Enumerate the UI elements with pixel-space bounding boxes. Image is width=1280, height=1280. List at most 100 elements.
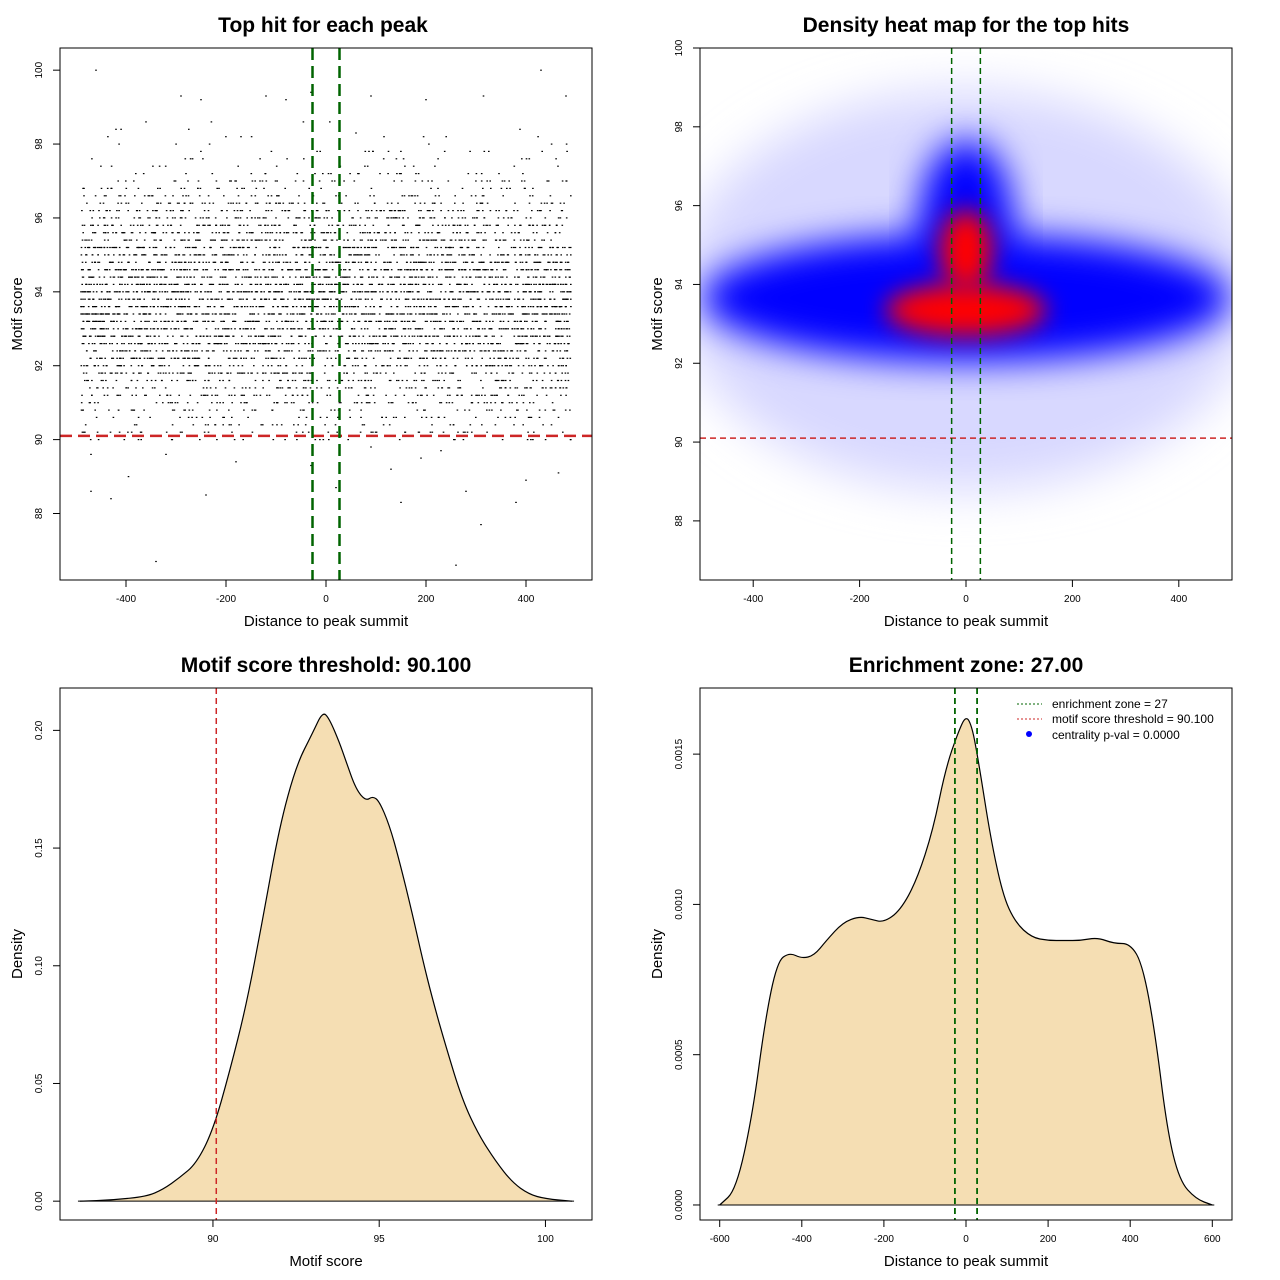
scatter-point (398, 439, 401, 441)
scatter-point (198, 357, 201, 359)
scatter-point (254, 335, 257, 337)
scatter-point (195, 320, 197, 322)
scatter-point (308, 372, 311, 374)
scatter-point (291, 379, 294, 382)
scatter-point (266, 328, 268, 330)
scatter-point (446, 313, 448, 315)
scatter-point (94, 232, 97, 234)
scatter-point (97, 439, 100, 441)
scatter-point (87, 246, 89, 249)
scatter-point (159, 394, 161, 396)
scatter-point (190, 261, 192, 263)
scatter-point (411, 195, 414, 197)
scatter-point (182, 291, 185, 293)
scatter-point (373, 402, 376, 404)
scatter-point (426, 313, 428, 315)
scatter-point (245, 254, 248, 256)
scatter-point (530, 439, 532, 441)
scatter-point (384, 261, 386, 263)
scatter-point (292, 306, 294, 308)
scatter-point (207, 365, 210, 367)
scatter-point (392, 335, 395, 337)
scatter-point (517, 276, 519, 278)
scatter-point (262, 387, 264, 389)
scatter-point (509, 187, 511, 189)
scatter-point (108, 269, 111, 271)
scatter-point (436, 254, 439, 256)
scatter-point (525, 261, 527, 263)
scatter-point (421, 261, 423, 263)
scatter-point (380, 269, 382, 271)
scatter-point (387, 269, 389, 271)
scatter-point (207, 350, 210, 352)
scatter-point (457, 387, 459, 389)
scatter-point (297, 217, 300, 219)
scatter-point (485, 350, 487, 352)
scatter-point (353, 350, 355, 352)
scatter-point (375, 320, 378, 322)
scatter-point (261, 343, 264, 345)
scatter-point (146, 350, 149, 352)
scatter-point (149, 335, 152, 337)
scatter-point (165, 210, 168, 212)
scatter-point (323, 306, 326, 308)
scatter-point (412, 269, 415, 271)
scatter-point (525, 335, 527, 337)
scatter-point (196, 224, 199, 226)
scatter-point (437, 283, 440, 285)
scatter-point (268, 343, 270, 345)
scatter-point (326, 379, 329, 382)
scatter-point (413, 261, 415, 263)
scatter-point (357, 306, 359, 308)
scatter-point (402, 246, 405, 249)
scatter-point (522, 335, 524, 337)
scatter-point (531, 320, 534, 322)
scatter-point (287, 320, 290, 322)
scatter-point (130, 357, 133, 359)
scatter-point (510, 365, 513, 367)
scatter-point (180, 269, 183, 271)
scatter-point (458, 283, 460, 285)
scatter-point (293, 424, 295, 426)
scatter-point (379, 291, 381, 293)
scatter-point (275, 165, 278, 167)
scatter-point (330, 239, 333, 241)
scatter-point (251, 431, 254, 433)
scatter-point (347, 283, 350, 285)
scatter-point (543, 224, 546, 226)
scatter-point (465, 232, 468, 234)
scatter-point (87, 320, 90, 322)
scatter-point (319, 416, 322, 418)
scatter-point (221, 261, 223, 263)
scatter-point (143, 409, 145, 411)
scatter-point (365, 291, 368, 293)
scatter-point (454, 350, 456, 352)
scatter-point (493, 335, 495, 337)
scatter-point (130, 232, 133, 234)
scatter-point (502, 402, 504, 404)
scatter-point (140, 306, 143, 308)
scatter-point (277, 365, 279, 367)
scatter-point (103, 335, 106, 337)
scatter-point (369, 306, 372, 308)
scatter-point (297, 202, 300, 204)
scatter-point (278, 350, 280, 352)
scatter-point (392, 320, 395, 322)
scatter-point (187, 246, 189, 249)
scatter-point (165, 306, 168, 308)
scatter-point (349, 246, 351, 249)
scatter-point (364, 387, 367, 389)
scatter-point (480, 365, 482, 367)
scatter-point (556, 306, 558, 308)
scatter-point (331, 224, 334, 226)
scatter-point (188, 246, 191, 249)
scatter-point (120, 128, 122, 130)
scatter-point (300, 306, 302, 308)
scatter-point (288, 210, 291, 212)
scatter-point (540, 202, 543, 204)
scatter-point (418, 291, 420, 293)
scatter-point (443, 379, 445, 382)
scatter-point (405, 357, 408, 359)
scatter-point (120, 320, 122, 322)
scatter-point (288, 202, 291, 204)
